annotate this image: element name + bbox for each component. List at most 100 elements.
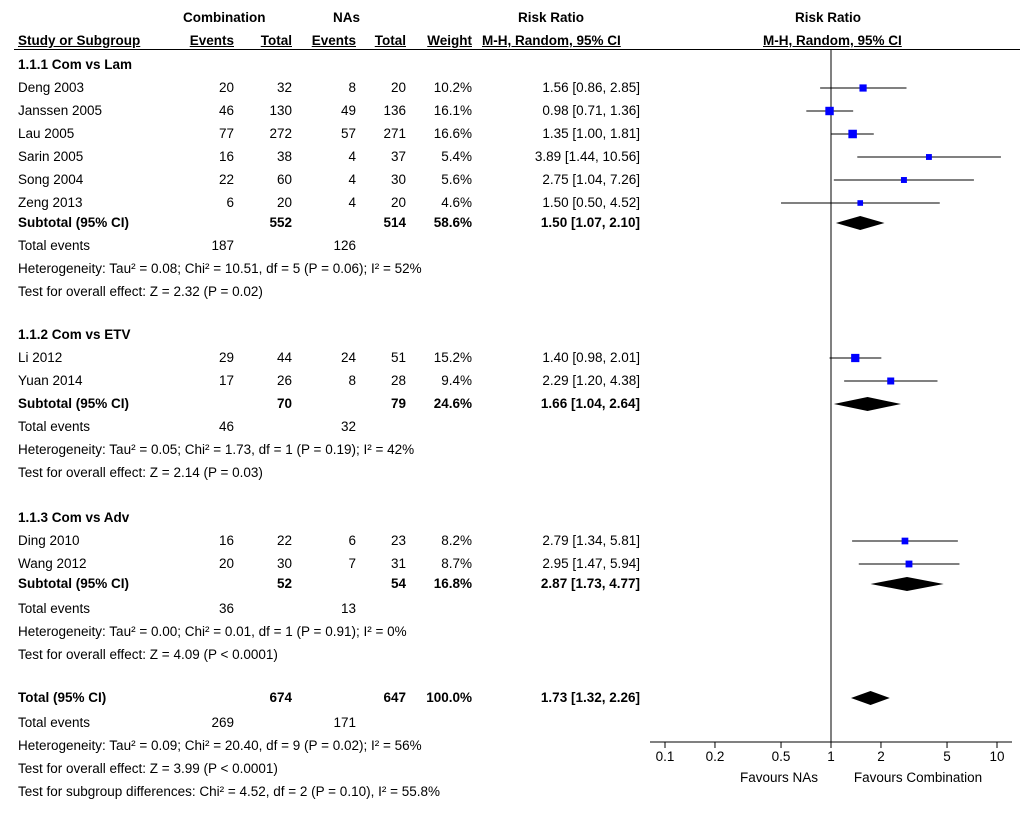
total1: 272	[269, 126, 292, 141]
total1: 22	[276, 533, 292, 548]
risk-ratio-ci: 0.98 [0.71, 1.36]	[542, 103, 640, 118]
study-name: Deng 2003	[18, 80, 85, 95]
col-study-header: Study or Subgroup	[18, 33, 141, 48]
x-axis-tick-label: 0.1	[656, 749, 675, 764]
point-estimate-marker	[848, 129, 857, 139]
total2: 28	[390, 373, 406, 388]
events2: 4	[348, 172, 356, 187]
events1: 46	[218, 103, 234, 118]
overall-effect-text: Test for overall effect: Z = 2.32 (P = 0…	[18, 284, 263, 299]
events2: 57	[340, 126, 356, 141]
plot-subtitle: M-H, Random, 95% CI	[763, 33, 902, 48]
total-events1: 46	[218, 419, 234, 434]
events2: 4	[348, 149, 356, 164]
plot-title: Risk Ratio	[795, 10, 862, 25]
subtotal-ci: 2.87 [1.73, 4.77]	[540, 576, 640, 591]
subtotal-label: Subtotal (95% CI)	[18, 215, 130, 230]
heterogeneity-text: Heterogeneity: Tau² = 0.09; Chi² = 20.40…	[18, 738, 422, 753]
point-estimate-marker	[901, 537, 909, 545]
favours-right-label: Favours Combination	[854, 770, 982, 785]
total-events2: 32	[340, 419, 356, 434]
subgroup-title: 1.1.3 Com vs Adv	[18, 510, 130, 525]
heterogeneity-text: Heterogeneity: Tau² = 0.00; Chi² = 0.01,…	[18, 624, 407, 639]
risk-ratio-ci: 2.29 [1.20, 4.38]	[542, 373, 640, 388]
study-name: Lau 2005	[18, 126, 75, 141]
total-events2: 171	[333, 715, 356, 730]
x-axis-tick-label: 2	[877, 749, 885, 764]
subgroup-title: 1.1.1 Com vs Lam	[18, 57, 133, 72]
total-diamond	[851, 691, 890, 705]
total2: 271	[383, 126, 406, 141]
total-weight: 100.0%	[426, 690, 472, 705]
total-events1: 269	[211, 715, 234, 730]
point-estimate-marker	[887, 377, 895, 385]
total2: 30	[390, 172, 406, 187]
total1: 44	[276, 350, 292, 365]
weight: 16.6%	[433, 126, 472, 141]
study-name: Zeng 2013	[18, 195, 83, 210]
events1: 16	[218, 533, 234, 548]
study-name: Song 2004	[18, 172, 84, 187]
total1: 30	[276, 556, 292, 571]
total2: 23	[390, 533, 406, 548]
total1: 130	[269, 103, 292, 118]
x-axis-tick-label: 1	[827, 749, 835, 764]
heterogeneity-text: Heterogeneity: Tau² = 0.08; Chi² = 10.51…	[18, 261, 422, 276]
col-weight-header: Weight	[427, 33, 472, 48]
study-name: Janssen 2005	[18, 103, 103, 118]
events1: 6	[226, 195, 234, 210]
overall-effect-text: Test for overall effect: Z = 3.99 (P < 0…	[18, 761, 278, 776]
point-estimate-marker	[859, 84, 867, 92]
point-estimate-marker	[851, 353, 860, 363]
total2: 37	[390, 149, 406, 164]
study-name: Wang 2012	[18, 556, 87, 571]
subtotal-total1: 552	[269, 215, 292, 230]
total-events1: 36	[218, 601, 234, 616]
total-events-label: Total events	[18, 238, 91, 253]
x-axis-tick-label: 5	[943, 749, 951, 764]
point-estimate-marker	[825, 106, 834, 116]
subtotal-diamond	[870, 577, 944, 591]
point-estimate-marker	[900, 177, 907, 183]
events2: 49	[340, 103, 356, 118]
weight: 4.6%	[441, 195, 472, 210]
col-rr-header: M-H, Random, 95% CI	[482, 33, 621, 48]
total1: 32	[276, 80, 292, 95]
total-events2: 126	[333, 238, 356, 253]
weight: 8.2%	[441, 533, 472, 548]
subtotal-total1: 70	[276, 396, 292, 411]
heterogeneity-text: Heterogeneity: Tau² = 0.05; Chi² = 1.73,…	[18, 442, 415, 457]
events1: 20	[218, 80, 234, 95]
subgroup-differences-text: Test for subgroup differences: Chi² = 4.…	[18, 784, 440, 799]
rr-column-title: Risk Ratio	[518, 10, 585, 25]
risk-ratio-ci: 3.89 [1.44, 10.56]	[534, 149, 640, 164]
risk-ratio-ci: 1.50 [0.50, 4.52]	[542, 195, 640, 210]
total-total2: 647	[383, 690, 406, 705]
group2-header: NAs	[333, 10, 361, 25]
weight: 8.7%	[441, 556, 472, 571]
total-events2: 13	[340, 601, 356, 616]
total2: 31	[390, 556, 406, 571]
events2: 6	[348, 533, 356, 548]
subtotal-weight: 16.8%	[433, 576, 472, 591]
total-label: Total (95% CI)	[18, 690, 107, 705]
subtotal-ci: 1.66 [1.04, 2.64]	[540, 396, 640, 411]
total-ci: 1.73 [1.32, 2.26]	[540, 690, 640, 705]
total1: 60	[276, 172, 292, 187]
overall-effect-text: Test for overall effect: Z = 2.14 (P = 0…	[18, 465, 263, 480]
subtotal-diamond	[835, 216, 885, 230]
col-total2-header: Total	[374, 33, 406, 48]
events2: 4	[348, 195, 356, 210]
subtotal-total2: 79	[390, 396, 406, 411]
risk-ratio-ci: 1.35 [1.00, 1.81]	[542, 126, 640, 141]
subtotal-weight: 58.6%	[433, 215, 472, 230]
weight: 10.2%	[433, 80, 472, 95]
col-events2-header: Events	[311, 33, 356, 48]
subtotal-diamond	[833, 397, 901, 411]
total-events-label: Total events	[18, 419, 91, 434]
group1-header: Combination	[183, 10, 266, 25]
total1: 20	[276, 195, 292, 210]
subgroup-title: 1.1.2 Com vs ETV	[18, 327, 131, 342]
risk-ratio-ci: 2.79 [1.34, 5.81]	[542, 533, 640, 548]
subtotal-total1: 52	[276, 576, 292, 591]
